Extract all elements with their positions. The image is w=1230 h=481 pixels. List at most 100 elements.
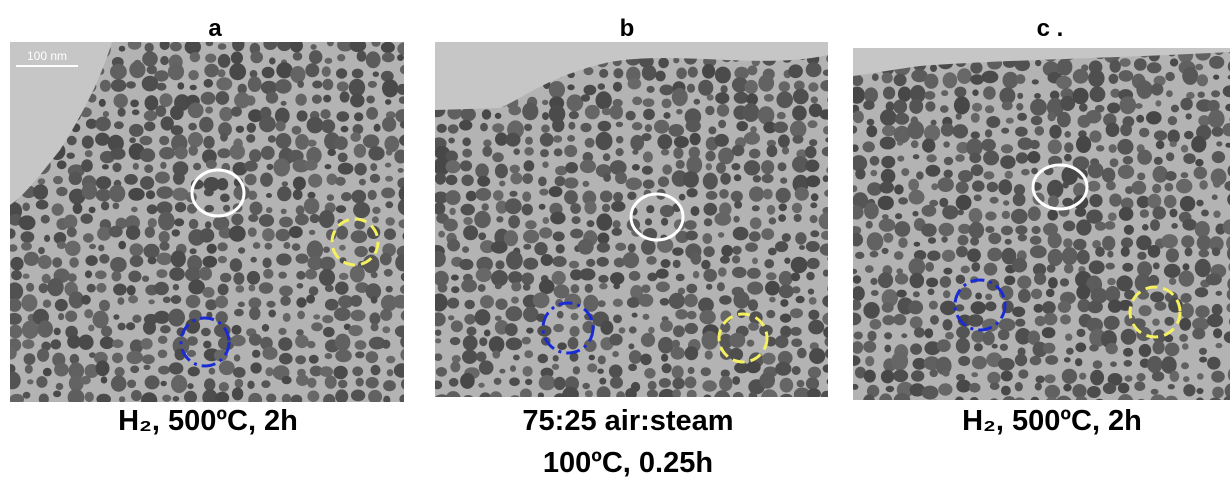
particle xyxy=(354,162,367,176)
particle xyxy=(853,110,864,124)
particle xyxy=(700,367,711,377)
particle xyxy=(495,200,508,214)
particle xyxy=(780,325,792,338)
particle xyxy=(792,135,804,144)
particle xyxy=(795,232,807,245)
particle xyxy=(1061,247,1078,266)
particle xyxy=(481,109,492,120)
particle xyxy=(881,289,898,307)
particle xyxy=(1074,207,1087,217)
particle xyxy=(118,45,126,52)
particle xyxy=(278,271,287,279)
particle xyxy=(1076,284,1091,300)
particle xyxy=(278,337,293,351)
particle xyxy=(678,193,686,201)
particle xyxy=(704,350,713,360)
particle xyxy=(189,84,197,91)
particle xyxy=(111,271,122,282)
circle-white xyxy=(1031,163,1089,211)
particle xyxy=(295,253,309,264)
particle xyxy=(288,226,303,239)
particle xyxy=(641,64,657,81)
particle xyxy=(1150,291,1165,303)
particle xyxy=(658,57,669,69)
particle xyxy=(1152,183,1162,194)
particle xyxy=(853,86,865,104)
particle xyxy=(1001,247,1017,265)
particle xyxy=(354,246,368,258)
circle-yellow xyxy=(717,312,769,364)
particle xyxy=(229,63,247,81)
particle xyxy=(22,339,35,349)
particle xyxy=(159,241,170,251)
particle xyxy=(1015,74,1026,85)
particle xyxy=(719,375,733,392)
particle xyxy=(579,268,596,281)
particle xyxy=(955,274,966,284)
particle xyxy=(599,68,609,78)
particle xyxy=(370,323,379,332)
particle xyxy=(66,135,77,146)
particle xyxy=(461,174,474,187)
particle xyxy=(261,66,275,79)
particle xyxy=(1184,247,1193,257)
particle xyxy=(513,354,520,361)
particle xyxy=(266,300,276,308)
particle xyxy=(869,319,882,330)
particle xyxy=(53,327,61,336)
particle xyxy=(158,365,170,375)
particle xyxy=(642,151,653,163)
particle xyxy=(521,336,531,345)
particle xyxy=(292,159,310,173)
particle xyxy=(687,366,695,375)
particle xyxy=(981,70,999,84)
particle xyxy=(1211,126,1224,137)
particle xyxy=(1182,218,1197,231)
particle xyxy=(1180,97,1193,111)
particle xyxy=(752,257,758,265)
particle xyxy=(327,42,334,47)
particle xyxy=(400,272,404,282)
particle xyxy=(231,324,242,335)
particle xyxy=(337,162,354,175)
particle xyxy=(641,133,652,142)
particle xyxy=(307,256,324,271)
particle xyxy=(1043,312,1058,326)
particle xyxy=(747,281,764,295)
particle xyxy=(657,237,674,253)
particle xyxy=(462,335,478,351)
particle xyxy=(217,69,226,78)
particle xyxy=(355,351,365,359)
particle xyxy=(463,395,473,397)
particle xyxy=(295,355,306,365)
particle xyxy=(215,311,228,325)
particle xyxy=(204,378,216,391)
particle xyxy=(943,267,953,275)
particle xyxy=(768,217,777,225)
particle xyxy=(628,270,641,281)
particle xyxy=(685,119,701,133)
particle xyxy=(807,120,818,129)
particle xyxy=(869,155,880,166)
particle xyxy=(393,363,404,378)
particle xyxy=(1137,172,1146,181)
particle xyxy=(731,255,741,264)
particle xyxy=(88,324,95,332)
particle xyxy=(281,375,292,385)
particle xyxy=(1089,194,1103,208)
particle xyxy=(308,173,323,188)
particle xyxy=(1046,264,1056,273)
particle xyxy=(1107,212,1117,221)
particle xyxy=(110,147,126,160)
particle xyxy=(705,105,715,116)
particle xyxy=(909,98,924,114)
particle xyxy=(821,230,828,240)
particle xyxy=(1044,384,1061,399)
particle xyxy=(539,188,549,196)
particle xyxy=(968,221,985,239)
particle xyxy=(373,123,381,132)
particle xyxy=(326,194,335,202)
particle xyxy=(37,178,46,185)
particle xyxy=(537,392,544,397)
particle xyxy=(206,311,213,319)
